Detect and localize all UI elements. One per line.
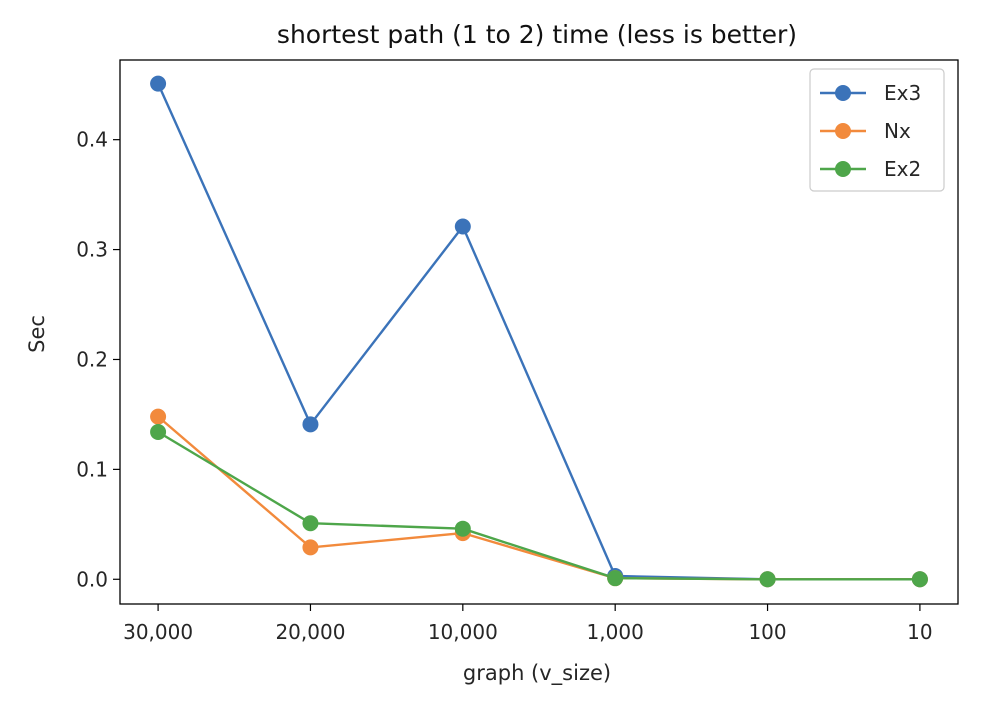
legend-marker	[835, 85, 851, 101]
legend-label: Nx	[884, 119, 911, 143]
series-line	[157, 430, 920, 581]
y-tick-label: 0.2	[76, 347, 108, 371]
data-point	[607, 570, 624, 587]
legend-label: Ex3	[884, 81, 921, 105]
x-axis-label: graph (v_size)	[463, 661, 611, 686]
data-point	[454, 218, 471, 235]
series-ex2	[150, 424, 928, 588]
data-point	[302, 515, 319, 532]
legend-label: Ex2	[884, 157, 921, 181]
y-tick-label: 0.1	[76, 457, 108, 481]
x-tick-label: 1,000	[587, 620, 644, 644]
data-point	[302, 416, 319, 433]
data-point	[150, 424, 167, 441]
y-axis-label: Sec	[25, 315, 49, 353]
data-point	[759, 571, 776, 588]
y-tick-label: 0.3	[76, 238, 108, 262]
data-point	[911, 571, 928, 588]
x-tick-label: 10	[907, 620, 932, 644]
y-tick-label: 0.4	[76, 128, 108, 152]
x-tick-label: 20,000	[275, 620, 345, 644]
series-layer	[150, 75, 928, 588]
y-tick-label: 0.0	[76, 567, 108, 591]
chart-title: shortest path (1 to 2) time (less is bet…	[277, 20, 797, 49]
legend: Ex3 Nx Ex2	[809, 68, 945, 192]
x-tick-label: 30,000	[123, 620, 193, 644]
x-tick-label: 100	[748, 620, 786, 644]
legend-marker	[835, 161, 851, 177]
data-point	[150, 408, 167, 425]
data-point	[454, 520, 471, 537]
data-point	[150, 75, 167, 92]
legend-marker	[835, 123, 851, 139]
data-point	[302, 539, 319, 556]
x-tick-label: 10,000	[428, 620, 498, 644]
